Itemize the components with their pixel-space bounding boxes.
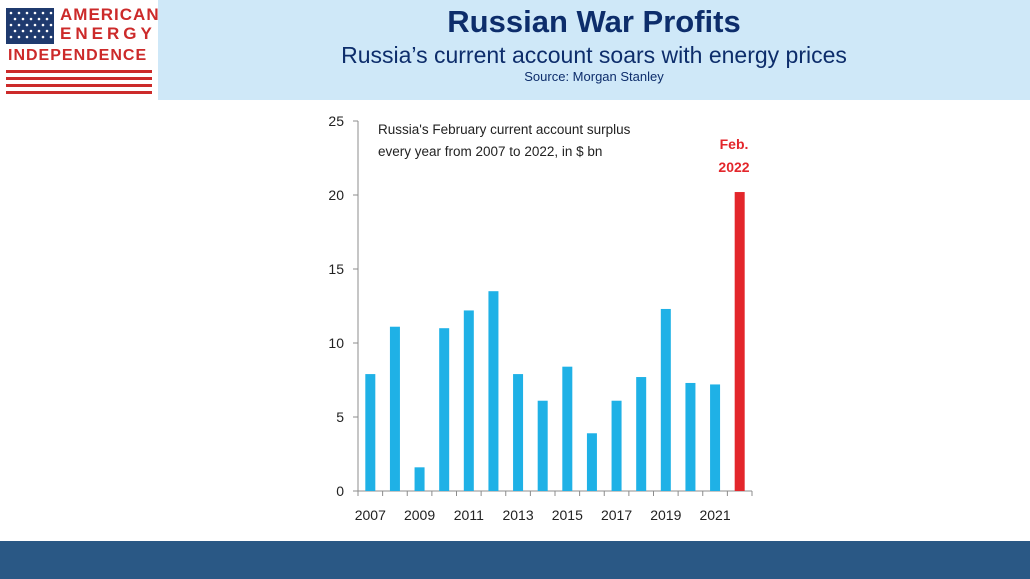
bar-2017 [611,400,622,491]
source-note: Source: Morgan Stanley [524,69,664,84]
bar-2012 [488,291,499,491]
x-tick-label: 2013 [502,507,533,523]
slide-header: AMERICAN ENERGY INDEPENDENCE Russian War… [0,0,1030,100]
bar-2016 [586,433,597,491]
bar-2021 [710,384,721,491]
bar-2011 [463,310,474,491]
bar-series [365,192,745,492]
bar-2009 [414,467,425,491]
x-tick-label: 2021 [699,507,730,523]
y-tick-label: 5 [336,409,344,425]
x-axis: 2007 2009 2011 2013 2015 2017 2019 2021 [355,490,753,523]
bar-2015 [562,366,573,491]
bar-2013 [513,374,524,491]
y-tick-label: 20 [328,187,344,203]
x-tick-label: 2017 [601,507,632,523]
bar-2014 [537,400,548,491]
american-energy-independence-logo: AMERICAN ENERGY INDEPENDENCE [6,6,159,96]
logo-word-independence: INDEPENDENCE [8,47,148,64]
bar-2010 [439,328,450,491]
y-tick-label: 15 [328,261,344,277]
x-tick-label: 2015 [552,507,583,523]
y-tick-label: 25 [328,113,344,129]
bar-2007 [365,374,376,491]
slide-subtitle: Russia’s current account soars with ener… [341,42,847,68]
highlight-label-line1: Feb. [720,136,749,152]
chart-annotation-line2: every year from 2007 to 2022, in $ bn [378,144,602,159]
logo-word-energy: ENERGY [60,24,156,43]
bar-2018 [636,377,647,491]
x-tick-label: 2011 [454,507,484,523]
x-tick-label: 2019 [650,507,681,523]
y-tick-label: 0 [336,483,344,499]
bar-2008 [389,326,400,491]
logo-stripes-icon [6,70,152,94]
x-tick-label: 2009 [404,507,435,523]
bar-2020 [685,382,696,491]
highlight-label-line2: 2022 [718,159,749,175]
us-flag-icon [6,8,54,44]
bar-2019 [660,308,671,491]
slide-title: Russian War Profits [447,4,741,39]
y-tick-label: 10 [328,335,344,351]
x-tick-label: 2007 [355,507,386,523]
footer-bar [0,541,1030,579]
y-axis: 0 5 10 15 20 25 [328,113,359,499]
logo-word-american: AMERICAN [60,5,160,24]
header-band [158,0,1030,100]
bar-2022 [734,192,745,492]
chart-annotation-line1: Russia's February current account surplu… [378,122,631,137]
